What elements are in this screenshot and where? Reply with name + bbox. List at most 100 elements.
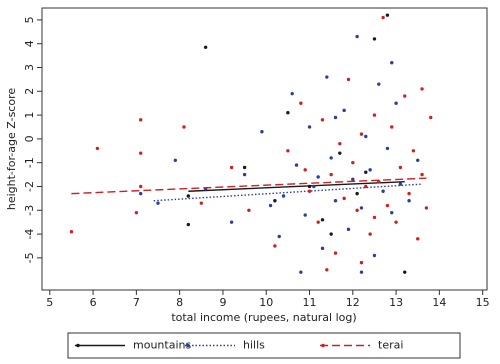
x-tick-label: 11 xyxy=(303,296,317,309)
point xyxy=(260,130,264,134)
point xyxy=(403,94,407,98)
point xyxy=(138,184,143,189)
point xyxy=(377,82,381,86)
y-tick-label: 0 xyxy=(23,135,36,142)
legend-marker xyxy=(186,343,190,348)
legend-label: terai xyxy=(378,339,403,352)
point xyxy=(390,61,394,65)
point xyxy=(381,189,385,193)
point xyxy=(286,149,290,153)
point xyxy=(407,199,411,203)
point xyxy=(429,115,433,120)
point xyxy=(290,91,294,96)
point xyxy=(355,34,359,39)
y-tick-label: -5 xyxy=(23,252,36,263)
point xyxy=(416,158,420,163)
point xyxy=(286,111,290,115)
point xyxy=(364,134,368,139)
x-tick-label: 9 xyxy=(219,296,226,309)
point xyxy=(268,203,273,208)
point xyxy=(338,151,342,155)
point xyxy=(138,191,143,196)
point xyxy=(372,253,377,258)
point xyxy=(359,270,364,274)
point xyxy=(281,194,286,198)
point xyxy=(320,246,325,251)
point xyxy=(364,184,368,189)
fit-line xyxy=(188,181,405,192)
point xyxy=(355,208,359,212)
x-tick-label: 8 xyxy=(176,296,183,309)
point xyxy=(346,227,351,232)
point xyxy=(390,125,394,129)
plot-frame xyxy=(41,7,488,291)
point xyxy=(277,234,281,239)
x-tick-label: 15 xyxy=(476,296,490,309)
point xyxy=(333,199,338,203)
point xyxy=(303,168,307,172)
point xyxy=(242,172,247,177)
point xyxy=(247,208,251,212)
point xyxy=(420,172,424,177)
point xyxy=(338,141,342,146)
point xyxy=(416,237,420,241)
y-tick-label: -1 xyxy=(23,157,36,168)
legend-marker xyxy=(76,343,80,348)
legend-label: hills xyxy=(243,339,265,352)
x-tick-label: 10 xyxy=(259,296,273,309)
point xyxy=(333,115,338,120)
point xyxy=(359,132,364,136)
point xyxy=(407,191,411,196)
point xyxy=(299,101,303,105)
x-tick-label: 12 xyxy=(346,296,360,309)
x-tick-label: 13 xyxy=(389,296,403,309)
point xyxy=(394,220,398,224)
point xyxy=(368,232,372,236)
point xyxy=(134,210,139,215)
fit-line xyxy=(71,177,427,195)
fit-line xyxy=(153,183,423,202)
y-tick-label: 5 xyxy=(23,16,36,23)
point xyxy=(138,151,143,155)
point xyxy=(307,189,312,193)
point xyxy=(342,196,346,201)
point xyxy=(329,232,333,236)
y-tick-label: 1 xyxy=(23,112,36,119)
point xyxy=(312,184,316,189)
point xyxy=(333,251,338,255)
point xyxy=(385,146,390,151)
point xyxy=(398,165,403,170)
point xyxy=(325,75,329,79)
point xyxy=(411,149,416,153)
point xyxy=(316,175,320,179)
x-tick-label: 14 xyxy=(432,296,446,309)
point xyxy=(329,172,333,177)
point xyxy=(351,160,355,165)
point xyxy=(368,168,372,172)
point xyxy=(307,125,312,129)
point xyxy=(203,45,208,49)
point xyxy=(385,13,390,17)
point xyxy=(294,163,299,167)
point xyxy=(303,213,307,217)
point xyxy=(372,37,377,41)
legend-label: mountains xyxy=(133,339,191,352)
point xyxy=(372,215,377,220)
point xyxy=(359,206,364,210)
point xyxy=(325,268,329,272)
x-tick-label: 5 xyxy=(46,296,53,309)
point xyxy=(372,113,377,117)
x-axis-title: total income (rupees, natural log) xyxy=(171,311,356,324)
point xyxy=(273,244,277,248)
point xyxy=(156,201,160,205)
y-tick-label: 4 xyxy=(23,40,36,47)
point xyxy=(342,108,346,113)
x-tick-label: 7 xyxy=(133,296,140,309)
y-axis-title: height-for-age Z-score xyxy=(5,88,18,211)
point xyxy=(229,220,234,224)
y-tick-label: -2 xyxy=(23,181,36,192)
point xyxy=(186,194,191,198)
x-tick-label: 6 xyxy=(90,296,97,309)
point xyxy=(420,87,424,91)
